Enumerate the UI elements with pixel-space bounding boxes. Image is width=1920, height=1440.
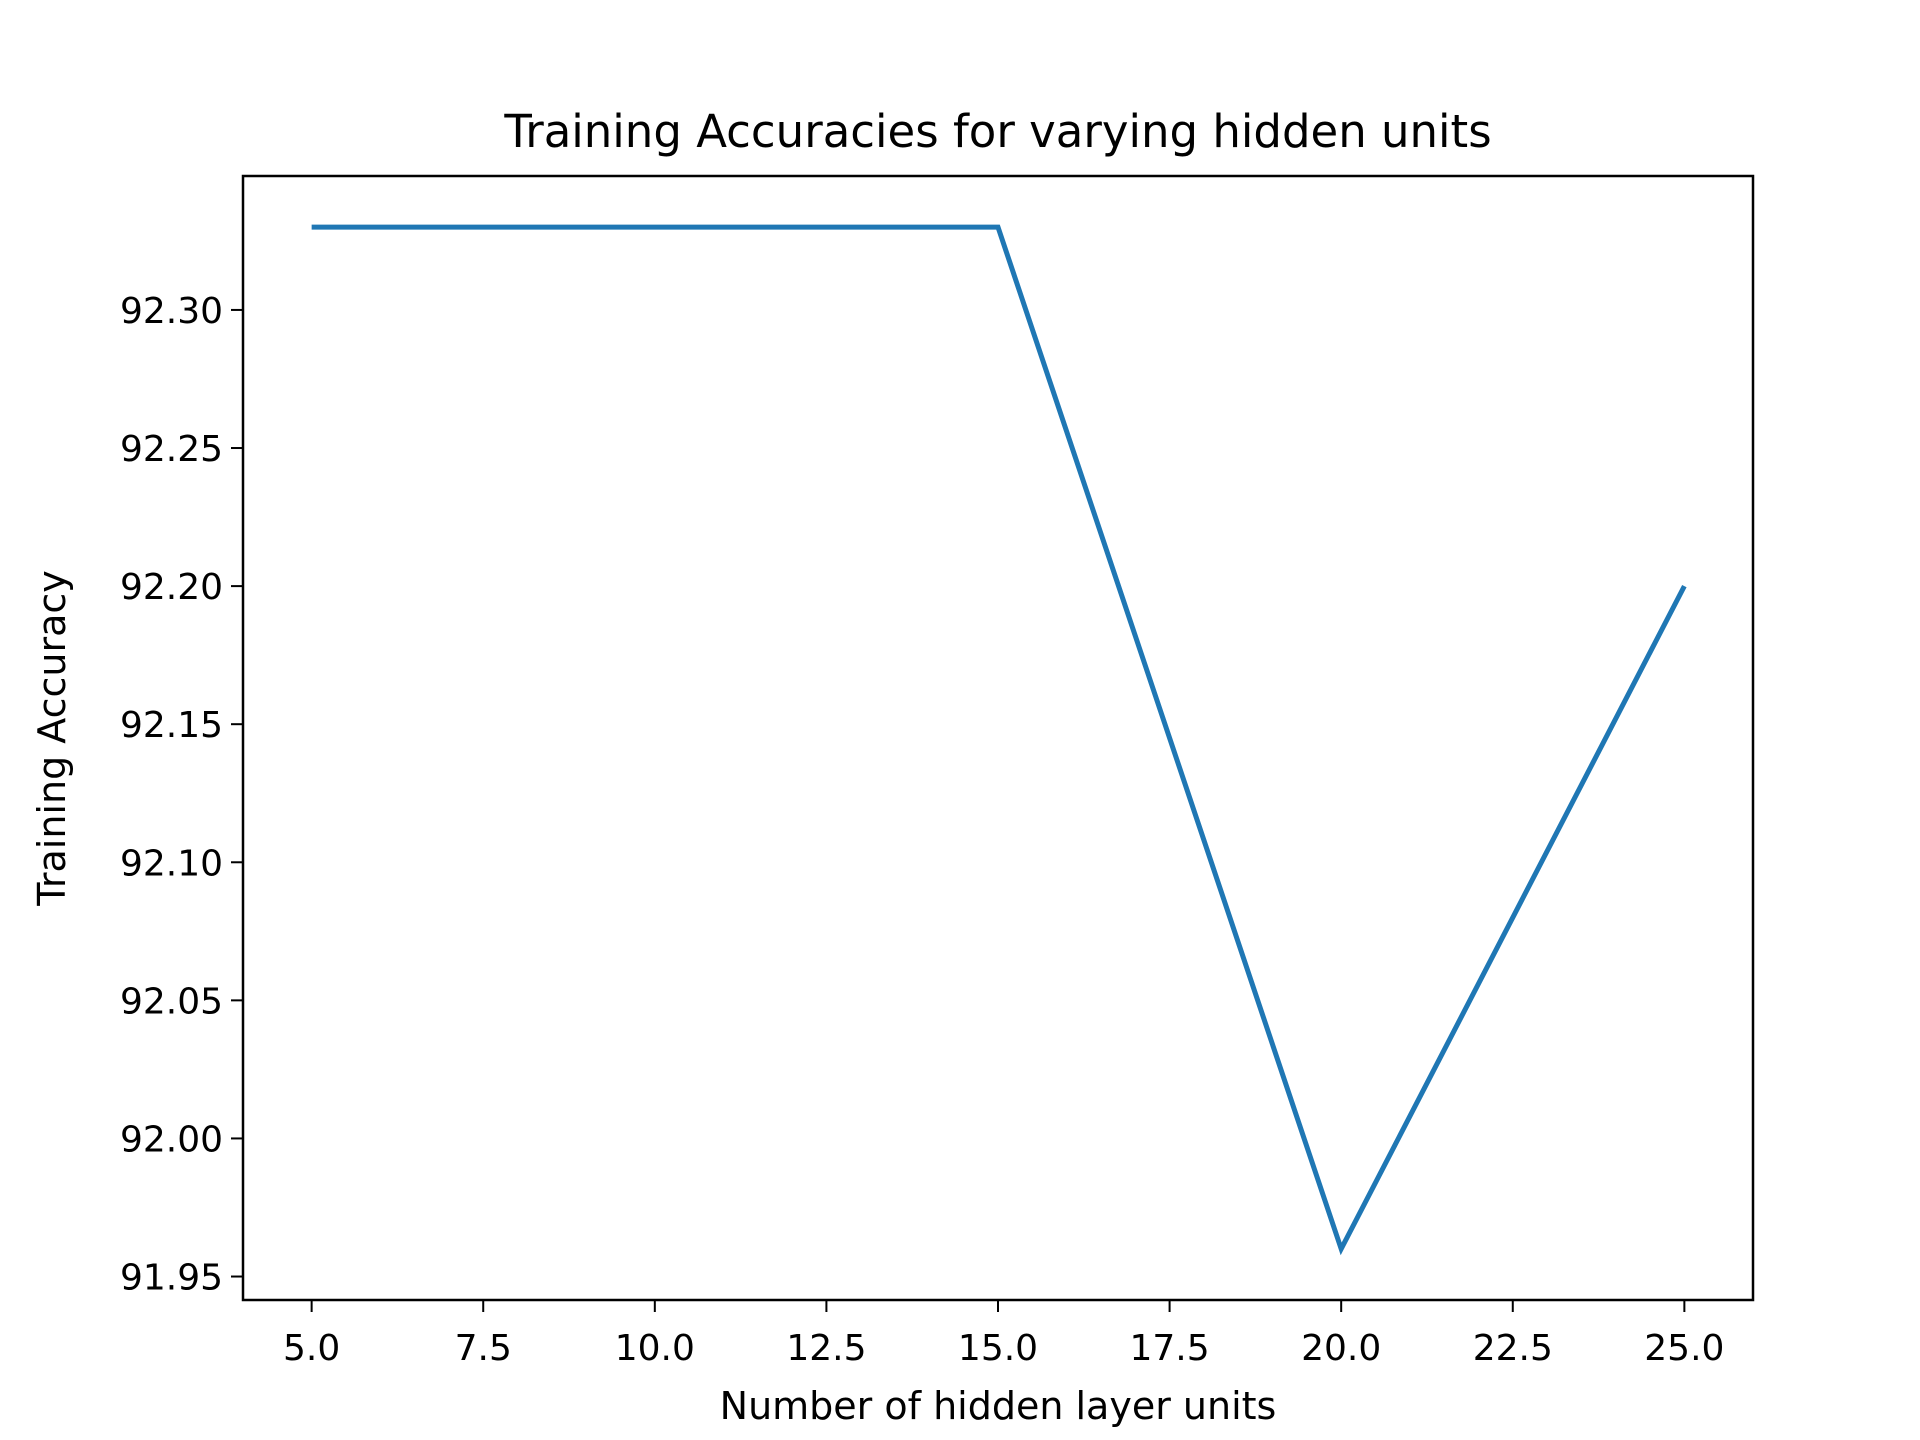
x-tick-label: 7.5: [455, 1328, 512, 1369]
y-axis-ticks: 91.95 92.00 92.05 92.10 92.15 92.20 92.25 92.30: [120, 291, 243, 1299]
series-line: [311, 224, 1687, 1256]
x-tick-label: 12.5: [786, 1328, 866, 1369]
y-tick-label: 92.05: [120, 981, 223, 1022]
x-axis-ticks: 5.0 7.5 10.0 12.5 15.0 17.5 20.0 22.5 25.0: [283, 1300, 1724, 1369]
x-axis-label: Number of hidden layer units: [720, 1384, 1277, 1428]
y-tick-label: 92.25: [120, 429, 223, 470]
plot-frame: [241, 174, 1755, 1302]
y-tick-label: 91.95: [120, 1258, 223, 1299]
series-layer: [311, 224, 1687, 1256]
x-tick-label: 25.0: [1644, 1328, 1724, 1369]
x-tick-label: 17.5: [1130, 1328, 1210, 1369]
y-axis-label-group: Training Accuracy: [30, 570, 74, 907]
y-tick-label: 92.00: [120, 1119, 223, 1160]
y-tick-label: 92.30: [120, 291, 223, 332]
x-tick-label: 15.0: [958, 1328, 1038, 1369]
chart-title: Training Accuracies for varying hidden u…: [503, 105, 1491, 158]
y-tick-label: 92.10: [120, 843, 223, 884]
x-tick-label: 10.0: [615, 1328, 695, 1369]
x-tick-label: 20.0: [1301, 1328, 1381, 1369]
x-tick-label: 22.5: [1473, 1328, 1553, 1369]
y-axis-label: Training Accuracy: [30, 570, 74, 907]
x-tick-label: 5.0: [283, 1328, 340, 1369]
y-tick-label: 92.20: [120, 567, 223, 608]
y-tick-label: 92.15: [120, 705, 223, 746]
